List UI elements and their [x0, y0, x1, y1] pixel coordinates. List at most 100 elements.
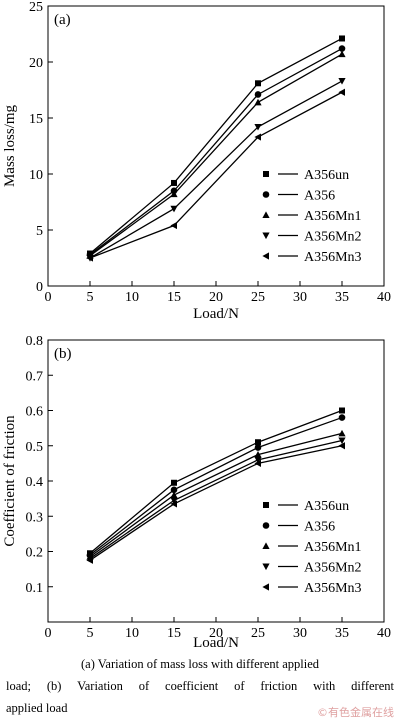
data-point-A356Mn2 — [338, 78, 346, 85]
data-point-A356Mn3 — [338, 442, 345, 450]
data-point-A356Mn2 — [338, 437, 346, 445]
y-axis-label: Mass loss/mg — [2, 104, 18, 187]
x-tick-label: 10 — [125, 626, 139, 641]
data-point-A356Mn3 — [86, 556, 93, 564]
legend-label-A356un: A356un — [304, 499, 349, 514]
y-tick-label: 0.3 — [26, 510, 44, 525]
legend-marker-A356Mn3 — [262, 583, 269, 591]
y-tick-label: 0.6 — [26, 405, 44, 420]
data-point-A356Mn1 — [170, 190, 178, 198]
data-point-A356Mn1 — [254, 450, 262, 458]
data-point-A356 — [254, 91, 262, 98]
legend-label-A356Mn1: A356Mn1 — [304, 540, 362, 555]
data-point-A356Mn3 — [170, 221, 177, 230]
y-tick-label: 0.5 — [26, 440, 44, 455]
chart-panel-a: 0 5 10 15 20 25 30 35 40 0 5 10 15 20 25 Load/N Mass los… — [2, 0, 391, 322]
data-point-A356un — [171, 179, 177, 186]
series-line-A356Mn1 — [89, 53, 343, 257]
y-tick-label: 0.2 — [26, 546, 44, 561]
chart-panel-b: 0 5 10 15 20 25 30 35 40 0.1 0.2 0.3 0.4 0.5 0.6 0.7 0.8… — [2, 334, 391, 651]
legend-label-A356Mn2: A356Mn2 — [304, 230, 362, 245]
data-point-A356Mn2 — [170, 205, 178, 213]
watermark: ©有色金属在线 — [317, 706, 394, 719]
y-tick-label: 15 — [29, 112, 43, 127]
legend-label-A356un: A356un — [304, 168, 349, 183]
legend-label-A356Mn2: A356Mn2 — [304, 561, 362, 576]
x-tick-label: 30 — [293, 626, 307, 641]
panel-label: (b) — [54, 346, 72, 362]
x-axis-label: Load/N — [193, 306, 239, 322]
y-tick-label: 0.7 — [26, 369, 44, 384]
series-line-A356 — [89, 416, 343, 556]
data-point-A356Mn3 — [254, 459, 261, 467]
data-point-A356Mn3 — [338, 88, 345, 96]
series-line-A356un — [89, 37, 343, 255]
data-point-A356Mn1 — [254, 98, 262, 106]
series-line-A356Mn3 — [89, 91, 343, 259]
legend-marker-A356un — [263, 171, 269, 177]
x-tick-label: 30 — [293, 290, 307, 305]
x-tick-label: 5 — [87, 626, 94, 641]
series-line-A356Mn3 — [89, 445, 343, 561]
series-line-A356Mn1 — [89, 432, 343, 558]
data-point-A356un — [255, 80, 261, 87]
x-tick-label: 10 — [125, 290, 139, 305]
legend-marker-A356 — [262, 522, 270, 529]
data-point-A356Mn1 — [338, 429, 346, 437]
data-point-A356Mn2 — [254, 123, 262, 131]
x-tick-label: 15 — [167, 290, 181, 305]
x-tick-label: 0 — [45, 290, 52, 305]
x-tick-label: 20 — [209, 290, 223, 305]
y-tick-label: 25 — [29, 0, 43, 15]
x-tick-label: 35 — [335, 290, 349, 305]
legend-label-A356Mn3: A356Mn3 — [304, 581, 362, 596]
y-tick-label: 0.4 — [26, 475, 44, 490]
x-tick-label: 15 — [167, 626, 181, 641]
data-point-A356Mn2 — [254, 456, 262, 464]
data-point-A356un — [171, 479, 177, 486]
x-tick-label: 20 — [209, 626, 223, 641]
data-point-A356 — [170, 486, 178, 494]
legend-label-A356: A356 — [304, 520, 335, 535]
y-tick-label: 5 — [36, 224, 43, 239]
series-line-A356un — [89, 409, 343, 554]
y-tick-label: 0.1 — [26, 581, 44, 596]
data-point-A356un — [255, 439, 261, 446]
x-axis-label: Load/N — [193, 635, 239, 651]
data-point-A356Mn1 — [338, 50, 346, 58]
data-point-A356 — [338, 414, 346, 421]
legend-marker-A356Mn2 — [262, 563, 270, 571]
data-point-A356Mn3 — [86, 254, 93, 262]
data-point-A356Mn2 — [170, 497, 178, 504]
data-point-A356Mn3 — [170, 500, 177, 508]
x-tick-label: 25 — [251, 290, 265, 305]
legend-marker-A356Mn3 — [262, 252, 269, 260]
x-tick-label: 40 — [377, 626, 391, 641]
data-point-A356Mn3 — [254, 133, 261, 141]
y-tick-label: 0.8 — [26, 334, 44, 349]
y-tick-label: 10 — [29, 168, 43, 183]
series-line-A356Mn2 — [89, 80, 343, 259]
legend-marker-A356 — [262, 191, 270, 198]
legend-label-A356Mn3: A356Mn3 — [304, 250, 362, 265]
legend-marker-A356Mn1 — [262, 211, 270, 218]
plot-frame — [47, 339, 385, 623]
x-tick-label: 35 — [335, 626, 349, 641]
x-tick-label: 5 — [87, 290, 94, 305]
caption-line-1: (a) Variation of mass loss with differen… — [80, 657, 320, 671]
y-tick-label: 20 — [29, 56, 43, 71]
series-line-A356Mn2 — [89, 439, 343, 560]
y-axis-label: Coefficient of friction — [2, 415, 18, 547]
legend-marker-A356Mn1 — [262, 542, 270, 549]
caption-line-2: load; (b) Variation of coefficient of fr… — [6, 679, 394, 693]
legend-label-A356Mn1: A356Mn1 — [304, 209, 362, 224]
caption-line-3: applied load — [6, 701, 68, 715]
data-point-A356un — [339, 35, 345, 42]
x-tick-label: 40 — [377, 290, 391, 305]
legend-marker-A356Mn2 — [262, 232, 270, 240]
panel-label: (a) — [54, 12, 71, 28]
y-tick-label: 0 — [36, 280, 43, 295]
legend-marker-A356un — [263, 502, 269, 508]
x-tick-label: 25 — [251, 626, 265, 641]
